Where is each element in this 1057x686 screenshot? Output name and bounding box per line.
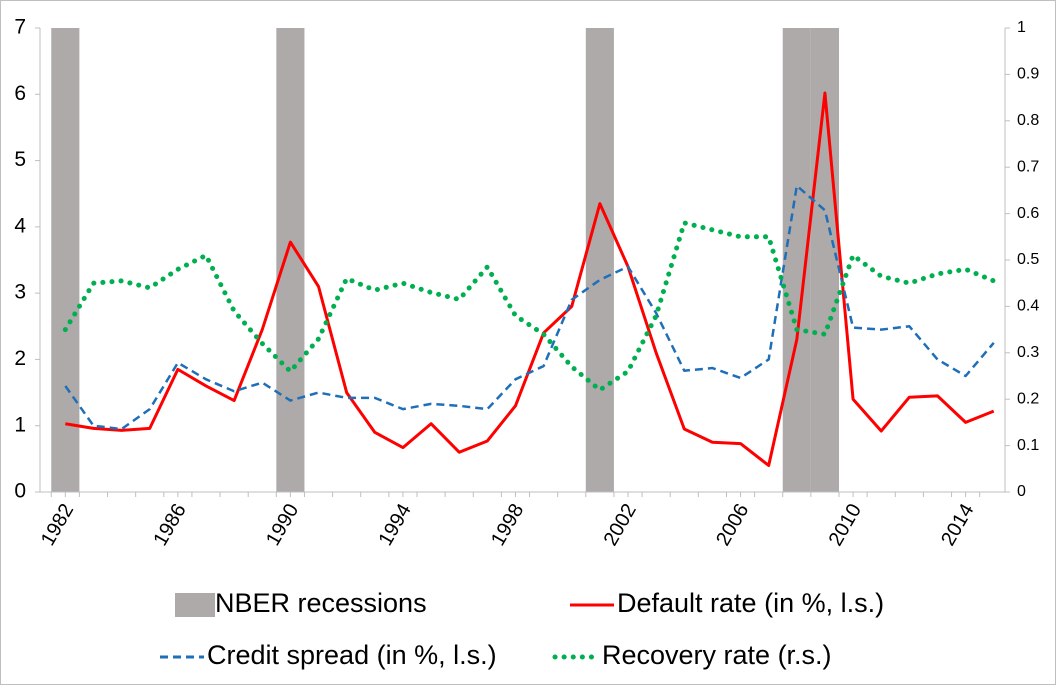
y-tick-label: 6	[14, 82, 26, 105]
legend-label: Default rate (in %, l.s.)	[617, 588, 884, 618]
legend-swatch	[175, 593, 215, 617]
y2-tick-label: 0.2	[1017, 390, 1039, 407]
recession-bar	[51, 28, 80, 492]
y2-tick-label: 0.7	[1017, 158, 1039, 175]
y2-tick-label: 0.3	[1017, 344, 1039, 361]
y2-tick-label: 1	[1017, 19, 1026, 36]
y2-tick-label: 0	[1017, 483, 1026, 500]
series-line	[62, 220, 997, 393]
legend-label: Credit spread (in %, l.s.)	[207, 640, 497, 670]
y2-tick-label: 0.9	[1017, 66, 1039, 83]
legend-label: NBER recessions	[215, 588, 427, 618]
y-tick-label: 3	[14, 281, 26, 304]
y-tick-label: 1	[14, 413, 26, 436]
y2-tick-label: 0.4	[1017, 298, 1039, 315]
legend-label: Recovery rate (r.s.)	[602, 640, 832, 670]
series-line	[65, 91, 995, 467]
recession-bar	[276, 28, 305, 492]
y-tick-label: 2	[14, 347, 26, 370]
y2-tick-label: 0.8	[1017, 112, 1039, 129]
series-line	[64, 184, 995, 431]
y-tick-label: 4	[14, 214, 26, 237]
y2-tick-label: 0.6	[1017, 205, 1039, 222]
y-tick-label: 0	[14, 480, 26, 503]
y-tick-label: 5	[14, 148, 26, 171]
y2-tick-label: 0.5	[1017, 251, 1039, 268]
recession-bar	[585, 28, 614, 492]
y2-tick-label: 0.1	[1017, 437, 1039, 454]
y-tick-label: 7	[14, 16, 26, 39]
